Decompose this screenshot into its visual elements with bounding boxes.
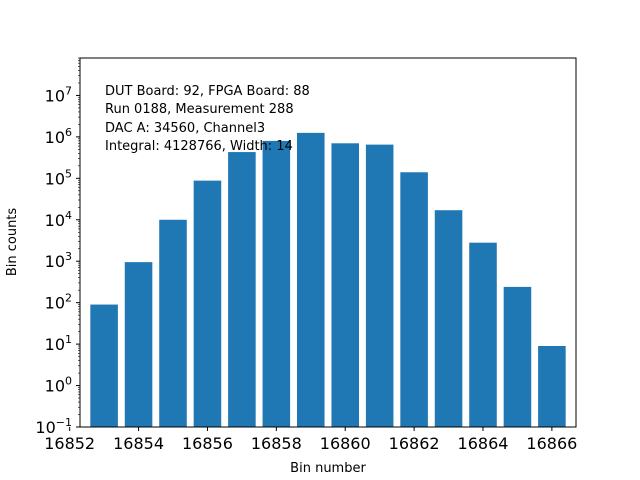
bar [297,132,325,428]
bar [469,242,497,427]
bar [538,346,566,427]
x-tick-label: 16862 [389,434,440,453]
y-tick-label: 103 [45,250,72,271]
bar [262,140,291,427]
bars-group [90,132,566,428]
bar [400,172,428,427]
bar [434,210,463,427]
x-tick-label: 16864 [458,434,509,453]
x-tick-label: 16854 [113,434,164,453]
bar [90,304,118,427]
bar [228,152,256,427]
x-tick-label: 16860 [320,434,371,453]
bar [193,180,222,427]
annotation-line-2: Run 0188, Measurement 288 [105,102,294,117]
y-tick-label: 106 [45,126,72,147]
y-axis-label: Bin counts [5,208,20,277]
y-tick-label: 102 [45,292,72,313]
x-tick-label: 16858 [251,434,302,453]
y-tick-label: 101 [45,333,72,354]
annotation-line-1: DUT Board: 92, FPGA Board: 88 [105,84,310,99]
x-axis-label: Bin number [290,461,366,476]
y-axis-ticks: 10−1 100 101 102 103 104 105 106 107 [35,57,80,437]
x-tick-label: 16856 [182,434,233,453]
annotation-block: DUT Board: 92, FPGA Board: 88 Run 0188, … [105,84,310,154]
y-tick-label: 100 [45,375,72,396]
y-tick-label: 107 [45,84,72,105]
annotation-line-3: DAC A: 34560, Channel3 [105,121,265,136]
y-tick-label: 10−1 [35,416,72,437]
x-tick-label: 16866 [526,434,577,453]
annotation-line-4: Integral: 4128766, Width: 14 [105,139,293,154]
y-tick-label: 104 [45,209,72,230]
bar [331,143,359,427]
y-tick-label: 105 [45,167,72,188]
x-tick-label: 16852 [44,434,95,453]
bar [124,262,153,427]
bar [365,144,394,427]
x-axis-ticks: 16852 16854 16856 16858 16860 16862 16864 16866 [44,427,577,453]
bar [159,219,187,427]
bar [503,286,532,427]
plot-frame [79,57,577,428]
